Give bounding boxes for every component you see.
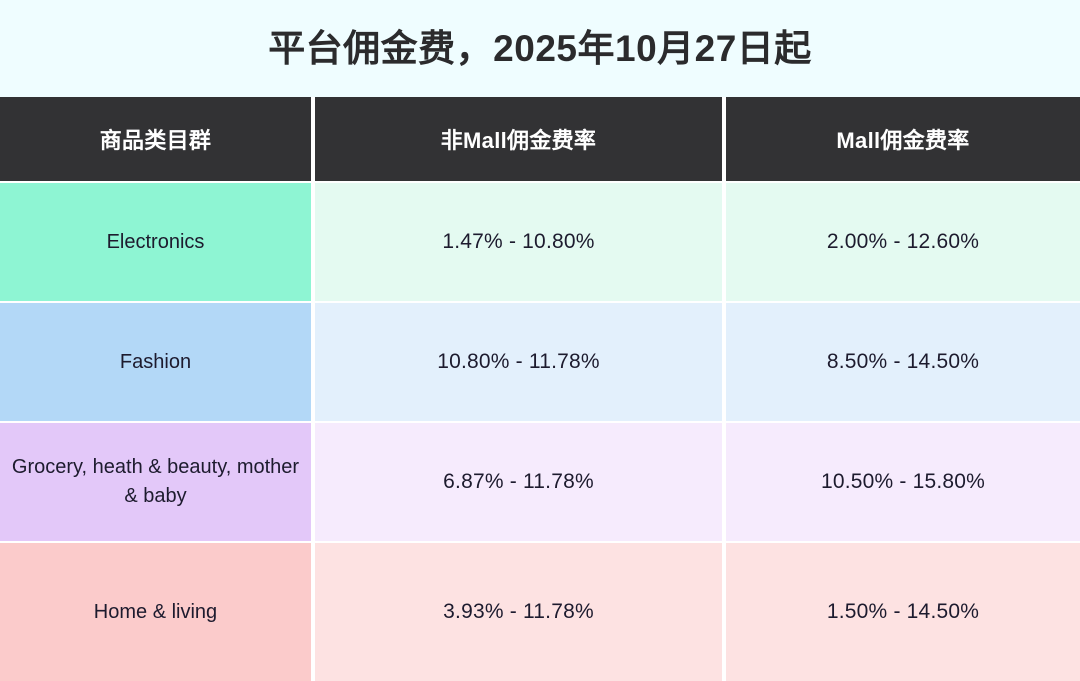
cell-mall-rate: 2.00% - 12.60%: [726, 183, 1080, 301]
page-title: 平台佣金费，2025年10月27日起: [268, 28, 812, 69]
table-row: Electronics 1.47% - 10.80% 2.00% - 12.60…: [0, 183, 1080, 301]
page-title-bar: 平台佣金费，2025年10月27日起: [0, 0, 1080, 97]
cell-mall-rate: 10.50% - 15.80%: [726, 423, 1080, 541]
table-row: Grocery, heath & beauty, mother & baby 6…: [0, 423, 1080, 541]
table-row: Fashion 10.80% - 11.78% 8.50% - 14.50%: [0, 303, 1080, 421]
cell-non-mall-rate: 1.47% - 10.80%: [315, 183, 722, 301]
cell-mall-rate: 8.50% - 14.50%: [726, 303, 1080, 421]
cell-mall-rate: 1.50% - 14.50%: [726, 543, 1080, 681]
cell-category: Fashion: [0, 303, 311, 421]
table-row: Home & living 3.93% - 11.78% 1.50% - 14.…: [0, 543, 1080, 681]
cell-category: Electronics: [0, 183, 311, 301]
cell-category: Home & living: [0, 543, 311, 681]
commission-fee-table: 商品类目群 非Mall佣金费率 Mall佣金费率 Electronics 1.4…: [0, 97, 1080, 681]
column-header-non-mall-rate: 非Mall佣金费率: [315, 97, 722, 181]
cell-category: Grocery, heath & beauty, mother & baby: [0, 423, 311, 541]
table-header-row: 商品类目群 非Mall佣金费率 Mall佣金费率: [0, 97, 1080, 181]
cell-non-mall-rate: 6.87% - 11.78%: [315, 423, 722, 541]
cell-non-mall-rate: 3.93% - 11.78%: [315, 543, 722, 681]
column-header-category: 商品类目群: [0, 97, 311, 181]
cell-non-mall-rate: 10.80% - 11.78%: [315, 303, 722, 421]
column-header-mall-rate: Mall佣金费率: [726, 97, 1080, 181]
